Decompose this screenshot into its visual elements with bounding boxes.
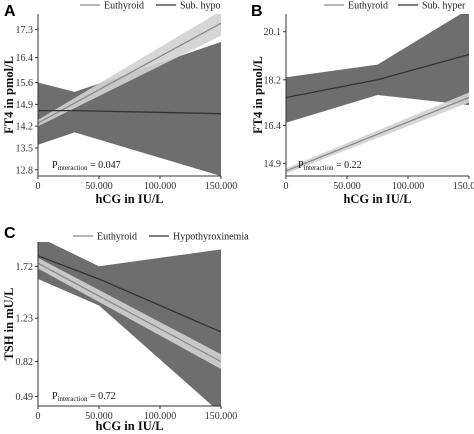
- x-tick-label: 100.000: [144, 411, 177, 422]
- panel-letter-a: A: [4, 3, 16, 20]
- legend-label: Sub. hypo: [180, 1, 221, 12]
- panel-letter-b: B: [251, 3, 263, 20]
- series-line-sub-hyper: [286, 53, 469, 99]
- y-tick-label: 1.23: [16, 314, 34, 325]
- x-axis-title: hCG in IU/L: [95, 192, 163, 206]
- y-tick-label: 18.2: [264, 75, 282, 86]
- y-tick-label: 12.8: [16, 165, 34, 176]
- ci-band-hypothyroxinemia: [38, 242, 221, 406]
- series-line-sub-hypo: [38, 109, 221, 115]
- panel-a: 0 50.000 100.000 150.000 12.8 13.5 14.2 14.9 15.…: [2, 1, 237, 207]
- y-tick-label: 14.9: [16, 100, 34, 111]
- y-tick-label: 14.2: [16, 122, 34, 133]
- y-axis-title: FT4 in pmol/L: [2, 56, 16, 134]
- panel-letter-c: C: [4, 225, 16, 242]
- y-tick-label: 15.6: [16, 78, 34, 89]
- legend-label: Euthyroid: [97, 232, 137, 243]
- y-axis-title: FT4 in pmol/L: [251, 56, 265, 134]
- y-tick-label: 14.9: [264, 159, 282, 170]
- series-line-euthyroid: [38, 22, 221, 124]
- x-tick-label: 150.000: [205, 181, 238, 192]
- x-axis-title: hCG in IU/L: [95, 419, 163, 433]
- series-line-euthyroid: [286, 96, 469, 172]
- x-tick-label: 0: [284, 181, 289, 192]
- panel-c: 0 50.000 100.000 150.000 0.49 0.82 1.23 1.72 hCG…: [2, 232, 249, 434]
- legend-label: Euthyroid: [348, 1, 388, 12]
- series-line-hypothyroxinemia: [38, 255, 221, 333]
- y-tick-label: 0.82: [16, 357, 34, 368]
- ci-band-euthyroid: [38, 257, 221, 369]
- y-tick-label: 16.4: [264, 121, 282, 132]
- legend-label: Hypothyroxinemia: [173, 232, 249, 243]
- p-interaction-annotation: Pinteraction = 0.72: [52, 391, 116, 403]
- x-tick-label: 100.000: [392, 181, 425, 192]
- x-tick-label: 50.000: [85, 181, 113, 192]
- panel-b: 0 50.000 100.000 150.000 14.9 16.4 18.2 20.1 hCG…: [251, 1, 474, 207]
- legend-label: Euthyroid: [104, 1, 144, 12]
- x-tick-label: 50.000: [85, 411, 113, 422]
- x-tick-label: 150.000: [205, 411, 238, 422]
- y-tick-label: 0.49: [16, 392, 34, 403]
- x-tick-label: 150.000: [453, 181, 474, 192]
- ci-band-sub-hyper: [286, 14, 469, 123]
- series-line-euthyroid: [38, 262, 221, 363]
- y-tick-label: 13.5: [16, 143, 34, 154]
- y-axis-title: TSH in mU/L: [2, 288, 16, 361]
- ci-band-sub-hypo: [38, 42, 221, 176]
- p-interaction-annotation: Pinteraction = 0.22: [298, 160, 362, 172]
- x-axis-title: hCG in IU/L: [343, 192, 411, 206]
- y-tick-label: 17.3: [16, 25, 34, 36]
- y-tick-label: 20.1: [264, 27, 282, 38]
- x-tick-label: 0: [36, 411, 41, 422]
- x-tick-label: 100.000: [144, 181, 177, 192]
- x-tick-label: 50.000: [333, 181, 361, 192]
- y-tick-label: 1.72: [16, 262, 34, 273]
- x-tick-label: 0: [36, 181, 41, 192]
- y-tick-label: 16.4: [16, 53, 34, 64]
- legend-label: Sub. hyper: [422, 1, 466, 12]
- p-interaction-annotation: Pinteraction = 0.047: [52, 160, 121, 172]
